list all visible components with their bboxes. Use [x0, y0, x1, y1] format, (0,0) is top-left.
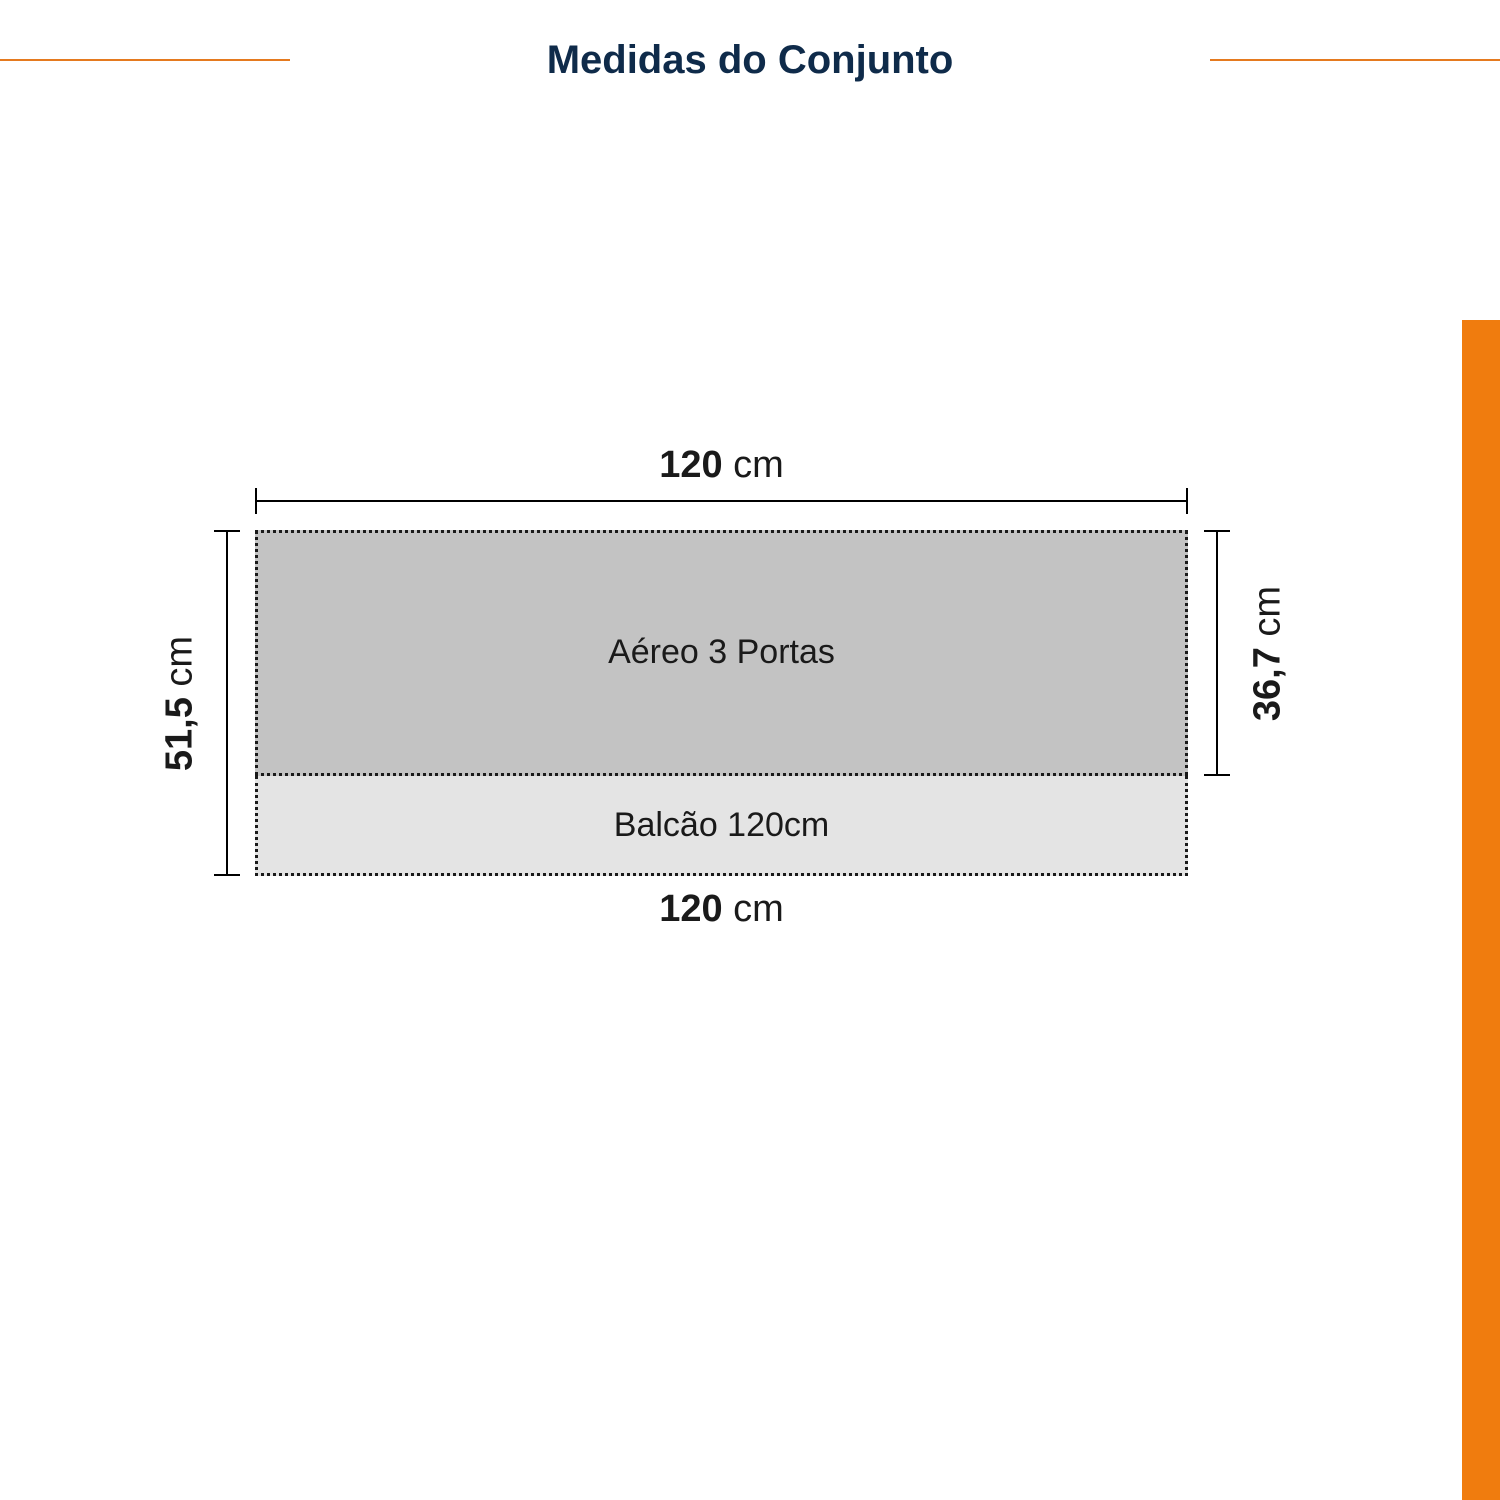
dim-cap — [1186, 488, 1188, 514]
dim-unit: cm — [1247, 586, 1289, 647]
dim-bottom-label: 120 cm — [200, 888, 1243, 931]
dim-cap — [255, 488, 257, 514]
upper-cabinet-rect: Aéreo 3 Portas — [255, 530, 1188, 776]
dim-top-line — [255, 500, 1188, 502]
dim-cap — [1204, 774, 1230, 776]
dim-left-line — [226, 530, 228, 876]
dim-num: 120 — [659, 888, 722, 930]
dim-cap — [214, 874, 240, 876]
dim-num: 120 — [659, 444, 722, 486]
accent-bar — [1462, 320, 1500, 1500]
dim-unit: cm — [723, 888, 784, 930]
header: Medidas do Conjunto — [0, 30, 1500, 90]
diagram: Aéreo 3 Portas Balcão 120cm 120 cm 120 c… — [200, 450, 1300, 970]
title-line-right — [1210, 59, 1500, 61]
title-line-left — [0, 59, 290, 61]
lower-counter-label: Balcão 120cm — [258, 806, 1185, 845]
dim-cap — [1204, 530, 1230, 532]
dim-num: 36,7 — [1247, 647, 1289, 721]
dim-cap — [214, 530, 240, 532]
page-title: Medidas do Conjunto — [547, 38, 954, 83]
dim-right-label: 36,7 cm — [1247, 544, 1290, 764]
dim-unit: cm — [723, 444, 784, 486]
dim-num: 51,5 — [159, 697, 201, 771]
lower-counter-rect: Balcão 120cm — [255, 776, 1188, 876]
dim-unit: cm — [159, 636, 201, 697]
dim-top-label: 120 cm — [200, 444, 1243, 487]
dim-right-line — [1216, 530, 1218, 776]
dim-left-label: 51,5 cm — [159, 594, 202, 814]
upper-cabinet-label: Aéreo 3 Portas — [258, 633, 1185, 672]
